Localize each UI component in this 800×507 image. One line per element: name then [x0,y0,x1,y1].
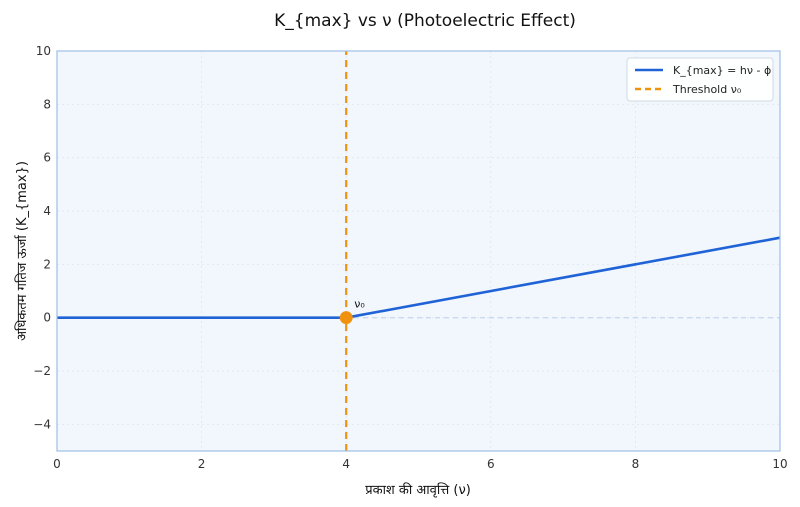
legend: K_{max} = hν - ϕ Threshold ν₀ [626,57,774,102]
y-tick-label: 10 [36,44,51,58]
x-tick-label: 10 [772,457,787,471]
threshold-point-label: ν₀ [354,298,365,311]
series-layer: ν₀ [57,51,781,451]
legend-box [626,57,774,102]
legend-entry-label: Threshold ν₀ [672,83,742,96]
threshold-point [339,311,353,325]
tick-labels: 0 2 4 6 8 10 −4 −2 0 2 4 6 8 10 [33,44,787,471]
y-tick-label: 6 [43,151,51,165]
x-axis-label: प्रकाश की आवृत्ति (ν) [365,482,471,498]
chart-title: K_{max} vs ν (Photoelectric Effect) [274,11,576,31]
x-tick-label: 6 [487,457,495,471]
x-tick-label: 2 [198,457,206,471]
x-tick-label: 8 [632,457,640,471]
y-tick-label: 2 [43,257,51,271]
y-tick-label: 4 [43,204,51,218]
y-tick-label: −2 [33,364,51,378]
x-tick-label: 4 [342,457,350,471]
y-tick-label: −4 [33,417,51,431]
plot-frame [56,50,781,452]
y-tick-label: 0 [43,311,51,325]
x-tick-label: 0 [53,457,61,471]
y-axis-label: अधिकतम गतिज ऊर्जा (K_{max}) [14,161,30,341]
plot-area [57,51,780,451]
legend-entry-label: K_{max} = hν - ϕ [673,64,771,77]
y-tick-label: 8 [43,97,51,111]
